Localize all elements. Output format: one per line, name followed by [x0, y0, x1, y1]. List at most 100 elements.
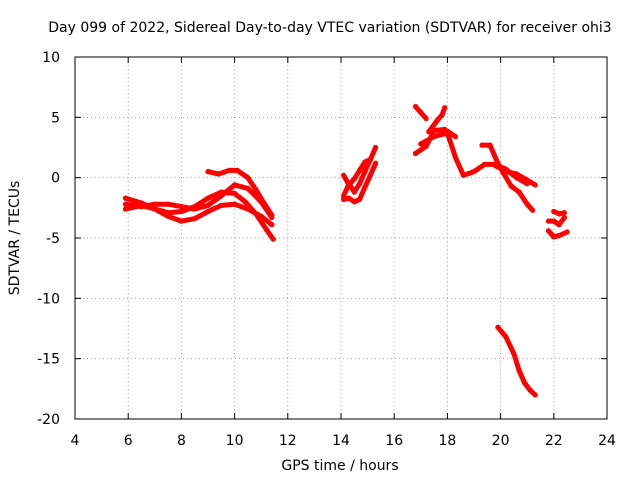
- data-point: [261, 200, 267, 206]
- data-point: [479, 142, 485, 148]
- data-point: [367, 157, 373, 163]
- series-arc-13: [492, 163, 538, 188]
- data-point: [426, 129, 432, 135]
- data-point: [487, 142, 493, 148]
- data-point: [460, 172, 466, 178]
- data-point: [434, 118, 440, 124]
- data-point: [418, 109, 424, 116]
- data-point: [351, 176, 357, 182]
- series-arc-11: [418, 130, 530, 187]
- y-tick-label: -20: [37, 412, 60, 428]
- x-tick-label: 8: [177, 433, 186, 449]
- x-tick-label: 6: [124, 433, 133, 449]
- data-point: [373, 144, 379, 151]
- data-point: [511, 351, 517, 357]
- data-point: [341, 172, 347, 178]
- data-point: [495, 324, 501, 330]
- series-arc-14: [545, 214, 568, 228]
- data-point: [412, 150, 419, 157]
- data-point: [551, 208, 557, 215]
- data-point: [205, 202, 211, 208]
- data-point: [269, 222, 275, 228]
- axis-ticks: [74, 56, 608, 420]
- data-point: [253, 187, 259, 193]
- data-point: [234, 167, 240, 173]
- data-point: [442, 126, 448, 132]
- data-point: [346, 195, 352, 201]
- data-point: [165, 210, 171, 216]
- data-point: [178, 208, 184, 215]
- data-point: [122, 201, 129, 207]
- data-point: [341, 196, 347, 202]
- data-point: [346, 182, 352, 188]
- series-arc-3: [122, 182, 275, 221]
- x-tick-label: 4: [71, 433, 80, 449]
- data-point: [218, 202, 224, 208]
- data-point: [152, 201, 158, 207]
- x-tick-label: 16: [385, 433, 403, 449]
- data-point: [412, 103, 419, 110]
- y-tick-label: 10: [42, 50, 60, 66]
- data-point: [245, 185, 251, 192]
- data-point: [242, 199, 248, 205]
- data-point: [216, 171, 222, 177]
- data-point: [452, 134, 458, 140]
- data-point: [452, 154, 458, 160]
- data-point: [341, 193, 347, 199]
- series-line: [426, 105, 448, 135]
- data-point: [362, 159, 368, 165]
- x-tick-label: 12: [279, 433, 297, 449]
- data-point: [373, 160, 379, 166]
- data-point: [545, 218, 552, 224]
- data-point: [253, 211, 259, 217]
- data-point: [532, 392, 538, 398]
- data-point: [492, 163, 498, 169]
- data-point: [527, 387, 533, 393]
- data-point: [482, 161, 488, 167]
- y-tick-label: -15: [37, 352, 60, 368]
- series-arc-17: [495, 324, 538, 398]
- data-point: [192, 206, 198, 212]
- series-line: [546, 228, 570, 240]
- data-point: [205, 208, 211, 215]
- data-point: [357, 181, 363, 187]
- data-point: [516, 189, 522, 195]
- data-point: [564, 229, 570, 235]
- series-arc-10: [426, 105, 448, 135]
- y-tick-label: 5: [51, 110, 60, 126]
- data-point: [270, 236, 276, 242]
- data-point: [532, 182, 538, 188]
- data-point: [423, 143, 429, 149]
- data-point: [551, 234, 557, 240]
- x-axis-label: GPS time / hours: [281, 458, 398, 474]
- data-point: [362, 184, 368, 190]
- chart-title: Day 099 of 2022, Sidereal Day-to-day VTE…: [48, 20, 611, 36]
- data-point: [269, 212, 275, 218]
- series-arc-16: [551, 208, 568, 217]
- data-point: [423, 115, 429, 122]
- data-point: [232, 182, 238, 188]
- x-tick-label: 20: [492, 433, 510, 449]
- y-axis-label: SDTVAR / TECUs: [7, 181, 23, 296]
- data-point: [545, 228, 552, 234]
- series-arc-5: [341, 160, 379, 205]
- series-line: [546, 215, 567, 228]
- data-point: [524, 177, 530, 183]
- data-point: [508, 183, 514, 189]
- data-point: [524, 201, 530, 207]
- x-tick-label: 18: [438, 433, 456, 449]
- traces: [122, 103, 570, 398]
- data-point: [226, 167, 232, 173]
- y-tick-label: 0: [51, 171, 60, 187]
- data-point: [503, 334, 509, 340]
- y-tick-label: -10: [37, 291, 60, 307]
- data-point: [503, 169, 509, 175]
- data-point: [556, 222, 562, 228]
- data-point: [232, 190, 238, 196]
- data-point: [516, 368, 522, 374]
- data-point: [192, 216, 198, 222]
- data-point: [521, 380, 528, 386]
- data-point: [556, 211, 562, 217]
- data-point: [122, 195, 129, 201]
